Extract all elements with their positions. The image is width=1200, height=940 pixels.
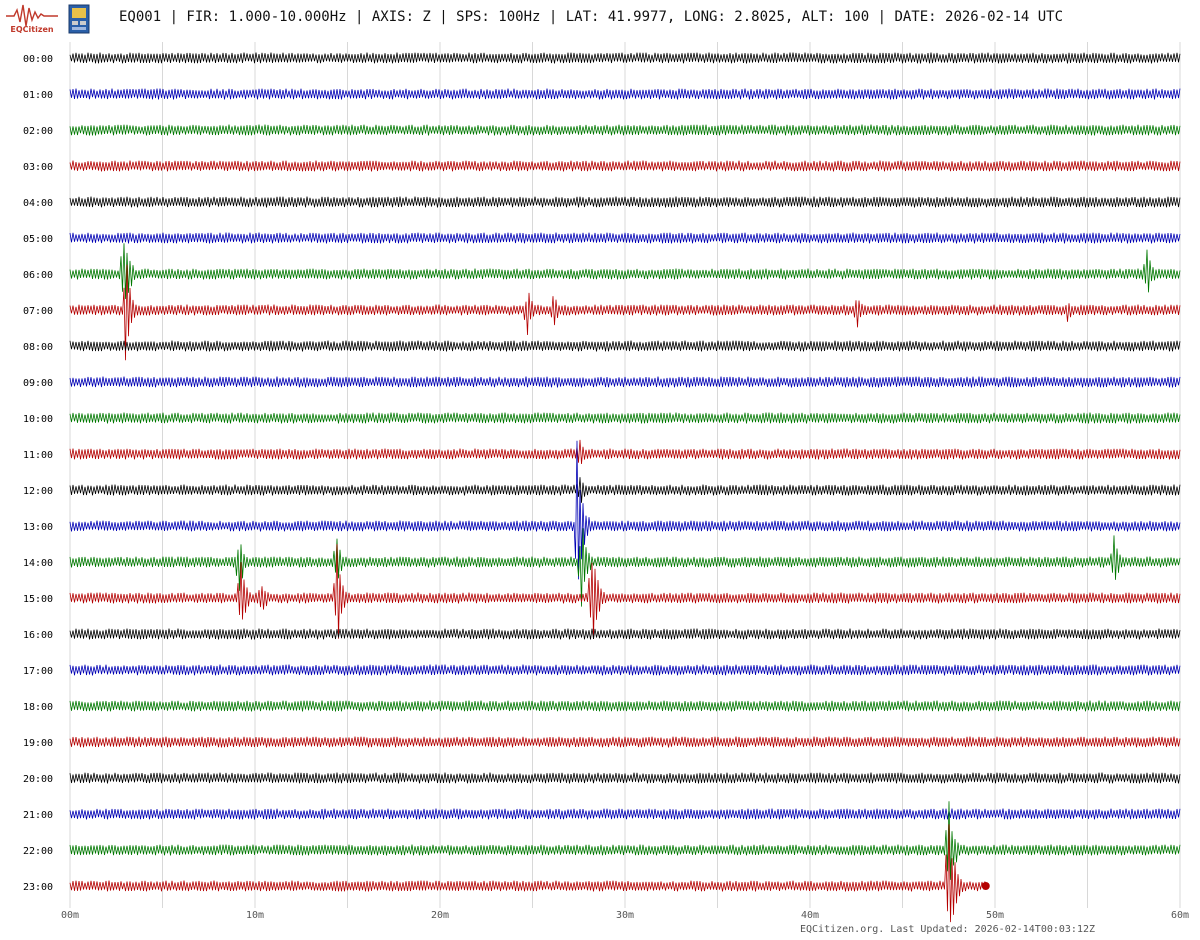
trace-line [69, 264, 1181, 361]
row-label: 06:00 [23, 270, 53, 281]
trace-line [69, 477, 1181, 503]
row-label: 18:00 [23, 702, 53, 713]
row-label: 23:00 [23, 882, 53, 893]
trace-line [69, 772, 1181, 784]
trace-line [69, 664, 1181, 676]
grid-layer [69, 42, 1181, 908]
row-label: 16:00 [23, 630, 53, 641]
x-tick-label: 60m [1171, 910, 1189, 921]
row-label-layer: 00:00 01:00 02:00 03:00 04:00 05:00 06:00 07:00… [23, 54, 53, 893]
row-label: 15:00 [23, 594, 53, 605]
last-updated-text: EQCitizen.org. Last Updated: 2026-02-14T… [800, 924, 1096, 935]
trace-line [69, 808, 1181, 820]
x-tick-label: 40m [801, 910, 819, 921]
trace-line [69, 736, 1181, 748]
trace-line [69, 340, 1181, 352]
trace-line [69, 801, 1181, 880]
page-title: EQ001 | FIR: 1.000-10.000Hz | AXIS: Z | … [119, 9, 1064, 25]
trace-line [69, 824, 986, 923]
sensor-chip-icon [68, 4, 90, 34]
row-label: 02:00 [23, 126, 53, 137]
trace-line [69, 196, 1181, 208]
trace-line [69, 412, 1181, 424]
trace-line [69, 160, 1181, 172]
row-label: 12:00 [23, 486, 53, 497]
row-label: 13:00 [23, 522, 53, 533]
row-label: 20:00 [23, 774, 53, 785]
row-label: 10:00 [23, 414, 53, 425]
x-tick-label: 00m [61, 910, 79, 921]
trace-line [69, 88, 1181, 100]
row-label: 07:00 [23, 306, 53, 317]
x-tick-label: 10m [246, 910, 264, 921]
row-label: 05:00 [23, 234, 53, 245]
trace-layer [69, 52, 1181, 923]
row-label: 00:00 [23, 54, 53, 65]
row-label: 04:00 [23, 198, 53, 209]
row-label: 03:00 [23, 162, 53, 173]
trace-line [69, 628, 1181, 640]
trace-line [69, 528, 1181, 607]
row-label: 19:00 [23, 738, 53, 749]
trace-end-marker [981, 882, 990, 890]
row-label: 11:00 [23, 450, 53, 461]
trace-line [69, 544, 1181, 640]
x-tick-label: 30m [616, 910, 634, 921]
trace-line [69, 376, 1181, 388]
trace-line [69, 440, 1181, 580]
header: EQCitizen EQ001 | FIR: 1.000-10.000Hz | … [0, 0, 1200, 40]
row-label: 09:00 [23, 378, 53, 389]
trace-line [69, 124, 1181, 136]
trace-line [69, 700, 1181, 712]
logo-text: EQCitizen [10, 25, 54, 34]
trace-line [69, 243, 1181, 300]
row-label: 08:00 [23, 342, 53, 353]
x-tick-label: 50m [986, 910, 1004, 921]
row-label: 22:00 [23, 846, 53, 857]
trace-line [69, 52, 1181, 64]
row-label: 14:00 [23, 558, 53, 569]
row-label: 21:00 [23, 810, 53, 821]
x-tick-label-layer: 00m 10m 20m 30m 40m 50m 60m [61, 910, 1189, 921]
x-tick-label: 20m [431, 910, 449, 921]
row-label: 17:00 [23, 666, 53, 677]
trace-line [69, 439, 1181, 465]
eqcitizen-logo-icon [6, 4, 58, 27]
row-label: 01:00 [23, 90, 53, 101]
trace-line [69, 232, 1181, 244]
